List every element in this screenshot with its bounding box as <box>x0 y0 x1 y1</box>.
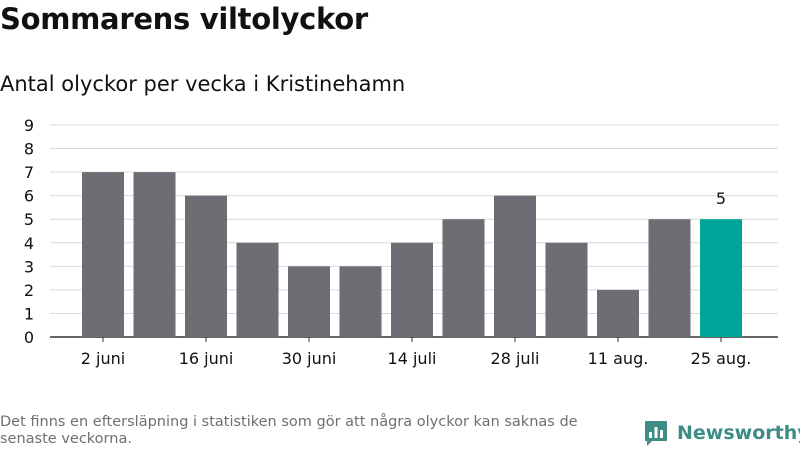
bar <box>185 195 227 337</box>
y-tick-label: 9 <box>24 116 34 135</box>
y-tick-label: 2 <box>24 281 34 300</box>
y-tick-label: 0 <box>24 328 34 347</box>
chart-subtitle: Antal olyckor per vecka i Kristinehamn <box>0 72 406 96</box>
bar <box>545 242 588 337</box>
bar <box>494 195 536 337</box>
bar <box>288 266 330 337</box>
brand-name: Newsworthy <box>677 422 800 444</box>
y-tick-label: 4 <box>24 234 34 253</box>
bar <box>648 219 691 337</box>
bars <box>82 172 742 337</box>
bar <box>236 242 279 337</box>
chart-title: Sommarens viltolyckor <box>0 2 368 36</box>
brand-logo: Newsworthy <box>643 419 800 447</box>
x-tick-label: 30 juni <box>282 349 337 368</box>
bar <box>597 289 639 337</box>
y-tick-label: 6 <box>24 187 34 206</box>
x-tick-label: 14 juli <box>388 349 437 368</box>
x-tick-label: 28 juli <box>491 349 540 368</box>
y-tick-label: 1 <box>24 304 34 323</box>
bar <box>700 219 742 337</box>
x-tick-label: 16 juni <box>179 349 234 368</box>
footnote: Det finns en eftersläpning i statistiken… <box>0 414 578 447</box>
tick-labels: 0 1 2 3 4 5 6 7 8 9 2 juni 16 juni 30 juni 14 juli 28 … <box>24 116 752 368</box>
bar <box>82 172 124 337</box>
x-tick-label: 2 juni <box>81 349 125 368</box>
bar <box>391 242 433 337</box>
bar <box>339 266 382 337</box>
data-label: 5 <box>716 189 726 208</box>
bar-chart-logo-icon <box>645 421 667 446</box>
x-tick-label: 11 aug. <box>588 349 649 368</box>
x-tick-label: 25 aug. <box>691 349 752 368</box>
y-tick-label: 5 <box>24 210 34 229</box>
y-tick-label: 7 <box>24 163 34 182</box>
y-tick-label: 3 <box>24 257 34 276</box>
bar <box>442 219 485 337</box>
bar <box>133 172 176 337</box>
bar-chart: 0 1 2 3 4 5 6 7 8 9 2 juni 16 juni 30 juni 14 juli 28 … <box>24 116 778 368</box>
y-tick-label: 8 <box>24 140 34 159</box>
